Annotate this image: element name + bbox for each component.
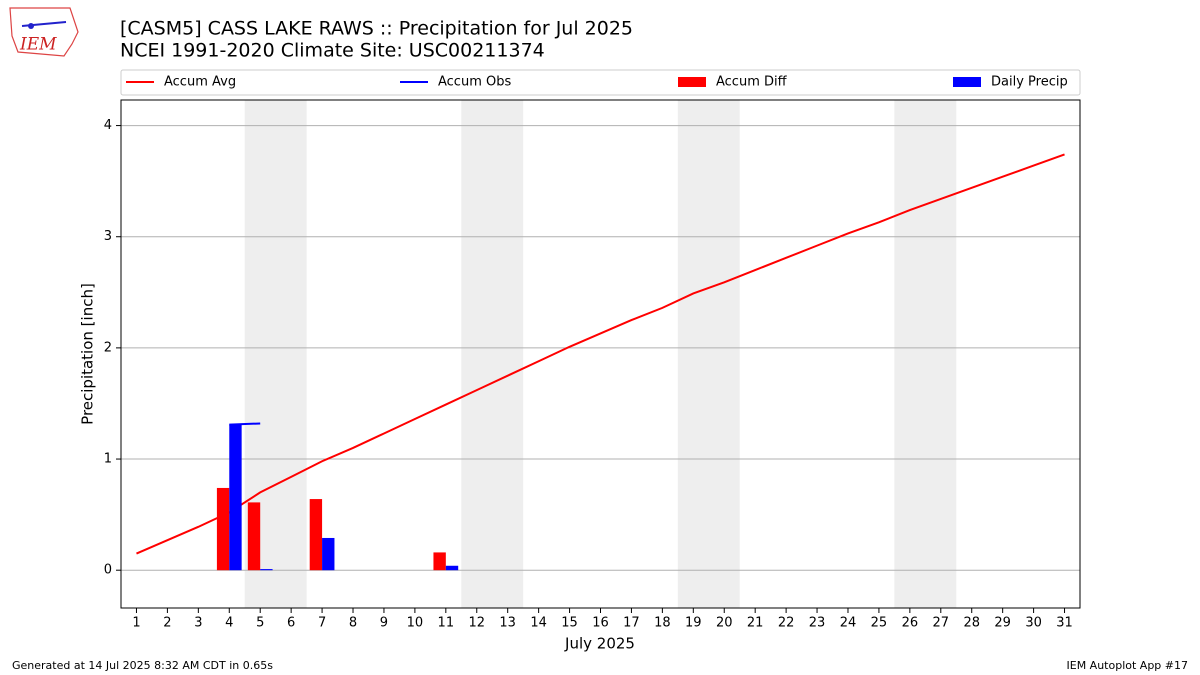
legend-label: Accum Obs [438,75,511,90]
x-tick-label: 8 [349,616,357,631]
y-tick-label: 4 [104,118,112,133]
logo-dot [28,23,34,29]
x-tick-label: 27 [933,616,950,631]
footer-left: Generated at 14 Jul 2025 8:32 AM CDT in … [12,659,273,672]
bar [433,552,446,571]
x-tick-label: 2 [163,616,171,631]
y-tick-label: 2 [104,340,112,355]
line-series [136,153,1065,555]
legend-label: Daily Precip [991,75,1068,90]
x-tick-label: 10 [407,616,424,631]
plot-frame [120,99,1081,609]
x-tick-label: 3 [194,616,202,631]
x-tick-label: 5 [256,616,264,631]
bar [309,499,323,571]
y-tick-label: 0 [104,563,112,578]
bar [322,537,335,571]
x-axis-label: July 2025 [564,635,635,653]
x-tick-label: 23 [809,616,826,631]
x-tick-label: 16 [592,616,609,631]
x-tick-label: 17 [623,616,640,631]
x-tick-label: 9 [380,616,388,631]
x-tick-label: 21 [747,616,764,631]
y-tick-label: 3 [104,229,112,244]
weekend-span [894,100,957,608]
y-axis-label: Precipitation [inch] [79,283,97,425]
x-tick-label: 30 [1025,616,1042,631]
x-tick-label: 13 [499,616,516,631]
x-tick-label: 24 [840,616,857,631]
bar [229,424,242,571]
legend-label: Accum Diff [716,75,788,90]
bar [247,502,261,571]
x-tick-label: 31 [1056,616,1073,631]
footer-right: IEM Autoplot App #17 [1067,659,1189,672]
x-tick-label: 7 [318,616,326,631]
logo-outline [9,7,79,57]
line-series [229,422,261,426]
x-tick-label: 18 [654,616,671,631]
weekend-span [677,100,740,608]
chart-subtitle: NCEI 1991-2020 Climate Site: USC00211374 [120,40,545,62]
x-tick-label: 11 [438,616,455,631]
x-tick-label: 26 [902,616,919,631]
y-tick-label: 1 [104,452,112,467]
x-tick-label: 19 [685,616,702,631]
x-tick-label: 4 [225,616,233,631]
x-tick-label: 15 [561,616,578,631]
x-tick-label: 22 [778,616,795,631]
x-tick-label: 25 [871,616,888,631]
chart-title: [CASM5] CASS LAKE RAWS :: Precipitation … [120,18,633,40]
legend-box [120,69,1081,96]
x-tick-label: 12 [468,616,485,631]
weekend-span [461,100,524,608]
x-tick-label: 1 [132,616,140,631]
x-tick-label: 20 [716,616,733,631]
x-tick-label: 14 [530,616,547,631]
legend-label: Accum Avg [164,75,236,90]
legend-swatch [678,77,706,87]
bar [216,487,230,571]
x-tick-label: 28 [963,616,980,631]
logo: IEM [9,7,79,57]
bar [260,569,273,571]
legend-swatch [953,77,981,87]
x-tick-label: 29 [994,616,1011,631]
logo-text: IEM [19,35,57,55]
bar [445,565,459,571]
x-tick-label: 6 [287,616,295,631]
